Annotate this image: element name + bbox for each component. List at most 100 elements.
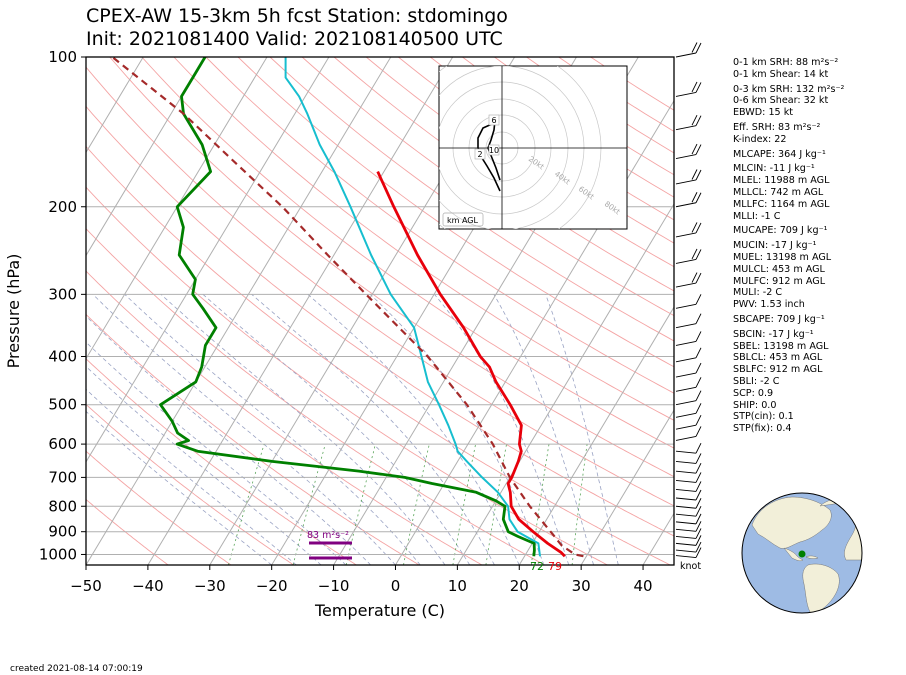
wind-barb-flag bbox=[695, 82, 702, 93]
wind-barb bbox=[675, 52, 697, 58]
dry-adiabat bbox=[86, 270, 483, 565]
dry-adiabat bbox=[301, 57, 674, 317]
dry-adiabat bbox=[86, 105, 674, 537]
y-tick-label: 300 bbox=[48, 285, 77, 303]
parameter-row: MULI: -2 C bbox=[733, 287, 783, 299]
wind-barb-flag bbox=[695, 169, 702, 181]
srh-bar-label: 83 m²s⁻² bbox=[307, 530, 349, 541]
wind-barb-flag bbox=[695, 426, 702, 437]
moist-adiabat bbox=[251, 293, 495, 565]
hodograph-height-label: 6 bbox=[491, 116, 496, 125]
y-tick-label: 600 bbox=[48, 435, 77, 453]
y-axis-label: Pressure (hPa) bbox=[4, 254, 23, 369]
mixing-ratio-line bbox=[571, 444, 588, 565]
wind-barb bbox=[675, 535, 697, 539]
wind-barb bbox=[675, 400, 697, 406]
parameter-row: SHIP: 0.0 bbox=[733, 399, 777, 411]
wind-barb-flag bbox=[695, 414, 702, 426]
wind-barb-flag bbox=[695, 42, 702, 54]
wind-barb-flag bbox=[691, 248, 698, 260]
wind-barb-flag bbox=[691, 143, 698, 155]
mixing-ratio-line bbox=[292, 443, 326, 565]
x-tick-label: −50 bbox=[70, 577, 102, 595]
dry-adiabat bbox=[86, 186, 608, 565]
wind-barb bbox=[675, 179, 697, 185]
isotherm bbox=[147, 57, 454, 565]
wind-barb bbox=[675, 303, 697, 309]
parameter-row: MLCAPE: 364 J kg⁻¹ bbox=[733, 148, 826, 160]
wind-barb bbox=[675, 340, 697, 346]
parameter-row: PWV: 1.53 inch bbox=[733, 299, 805, 311]
wind-barb bbox=[675, 386, 697, 392]
wind-barb-flag bbox=[695, 249, 702, 260]
dry-adiabat bbox=[86, 498, 169, 565]
isotherm bbox=[518, 306, 674, 565]
wind-barb-flag bbox=[695, 403, 702, 414]
parcel-profile bbox=[111, 57, 584, 558]
parameter-row: MLCIN: -11 J kg⁻¹ bbox=[733, 163, 815, 175]
wind-barb bbox=[675, 497, 697, 501]
parameter-row: MLEL: 11988 m AGL bbox=[733, 175, 830, 187]
wind-barb bbox=[675, 282, 697, 288]
wind-barb-flag bbox=[695, 462, 702, 474]
wind-barb-flag bbox=[695, 313, 702, 324]
isotherm bbox=[456, 202, 674, 565]
wind-barb-flag bbox=[695, 294, 702, 305]
parameter-row: EBWD: 15 kt bbox=[733, 107, 794, 119]
wind-barb-flag bbox=[695, 547, 702, 558]
parameter-row: SBLFC: 912 m AGL bbox=[733, 364, 823, 376]
parameter-row: Eff. SRH: 83 m²s⁻² bbox=[733, 121, 821, 133]
wind-barb-flag bbox=[695, 115, 702, 126]
parameter-row: 0-1 km Shear: 14 kt bbox=[733, 68, 829, 80]
wind-barb bbox=[675, 555, 697, 558]
barb-unit-label: knot bbox=[680, 561, 701, 572]
parameter-row: 0-3 km SRH: 132 m²s⁻² bbox=[733, 83, 845, 95]
moist-adiabat bbox=[545, 294, 619, 565]
wind-barb bbox=[675, 91, 697, 97]
hodograph-height-label: 10 bbox=[489, 146, 499, 155]
wind-barb-flag bbox=[695, 390, 702, 401]
chart-title-line1: CPEX-AW 15-3km 5h fcst Station: stdoming… bbox=[86, 5, 508, 27]
isotherm bbox=[86, 57, 330, 463]
parameter-row: SBCIN: -17 J kg⁻¹ bbox=[733, 328, 814, 340]
dry-adiabat bbox=[333, 57, 674, 292]
isotherm bbox=[86, 57, 268, 360]
surface-dewpoint-label: 72 bbox=[530, 560, 544, 573]
wind-barb-flag bbox=[695, 331, 702, 342]
temperature-profile bbox=[376, 171, 566, 558]
wind-barb-flag bbox=[695, 453, 702, 464]
mixing-ratio-line bbox=[403, 444, 430, 565]
parameter-row: MLLFC: 1164 m AGL bbox=[733, 198, 830, 210]
wind-barb bbox=[675, 480, 697, 483]
wind-barb bbox=[675, 202, 697, 208]
x-axis-label: Temperature (C) bbox=[314, 601, 445, 620]
wind-barb-flag bbox=[695, 521, 702, 532]
wind-barb-flag bbox=[695, 442, 702, 454]
y-tick-label: 100 bbox=[48, 48, 77, 66]
wind-barb-flag bbox=[695, 272, 702, 284]
wind-barb-flag bbox=[695, 144, 702, 155]
moist-adiabat bbox=[124, 294, 421, 565]
dry-adiabat bbox=[86, 358, 357, 565]
dry-adiabat bbox=[173, 57, 674, 421]
wind-barb bbox=[675, 258, 697, 264]
wind-barb bbox=[675, 470, 697, 474]
y-tick-label: 1000 bbox=[39, 545, 77, 563]
wind-barb bbox=[675, 372, 697, 378]
wind-barb-flag bbox=[695, 541, 702, 553]
hodograph-legend: km AGL bbox=[447, 216, 479, 225]
wind-barb bbox=[675, 505, 697, 509]
parameter-row: MUCAPE: 709 J kg⁻¹ bbox=[733, 225, 828, 237]
moist-adiabat bbox=[86, 388, 297, 565]
wind-barb bbox=[675, 549, 697, 553]
wind-barb bbox=[675, 528, 697, 532]
wind-barb-flag bbox=[691, 192, 698, 203]
y-tick-label: 800 bbox=[48, 497, 77, 515]
parameter-row: MULCL: 453 m AGL bbox=[733, 263, 825, 275]
plot-frame bbox=[85, 56, 675, 566]
wind-barb-flag bbox=[691, 81, 698, 93]
wind-barb bbox=[675, 521, 697, 525]
footer-created: created 2021-08-14 07:00:19 bbox=[10, 664, 143, 674]
hodograph-height-label: 2 bbox=[477, 150, 482, 159]
